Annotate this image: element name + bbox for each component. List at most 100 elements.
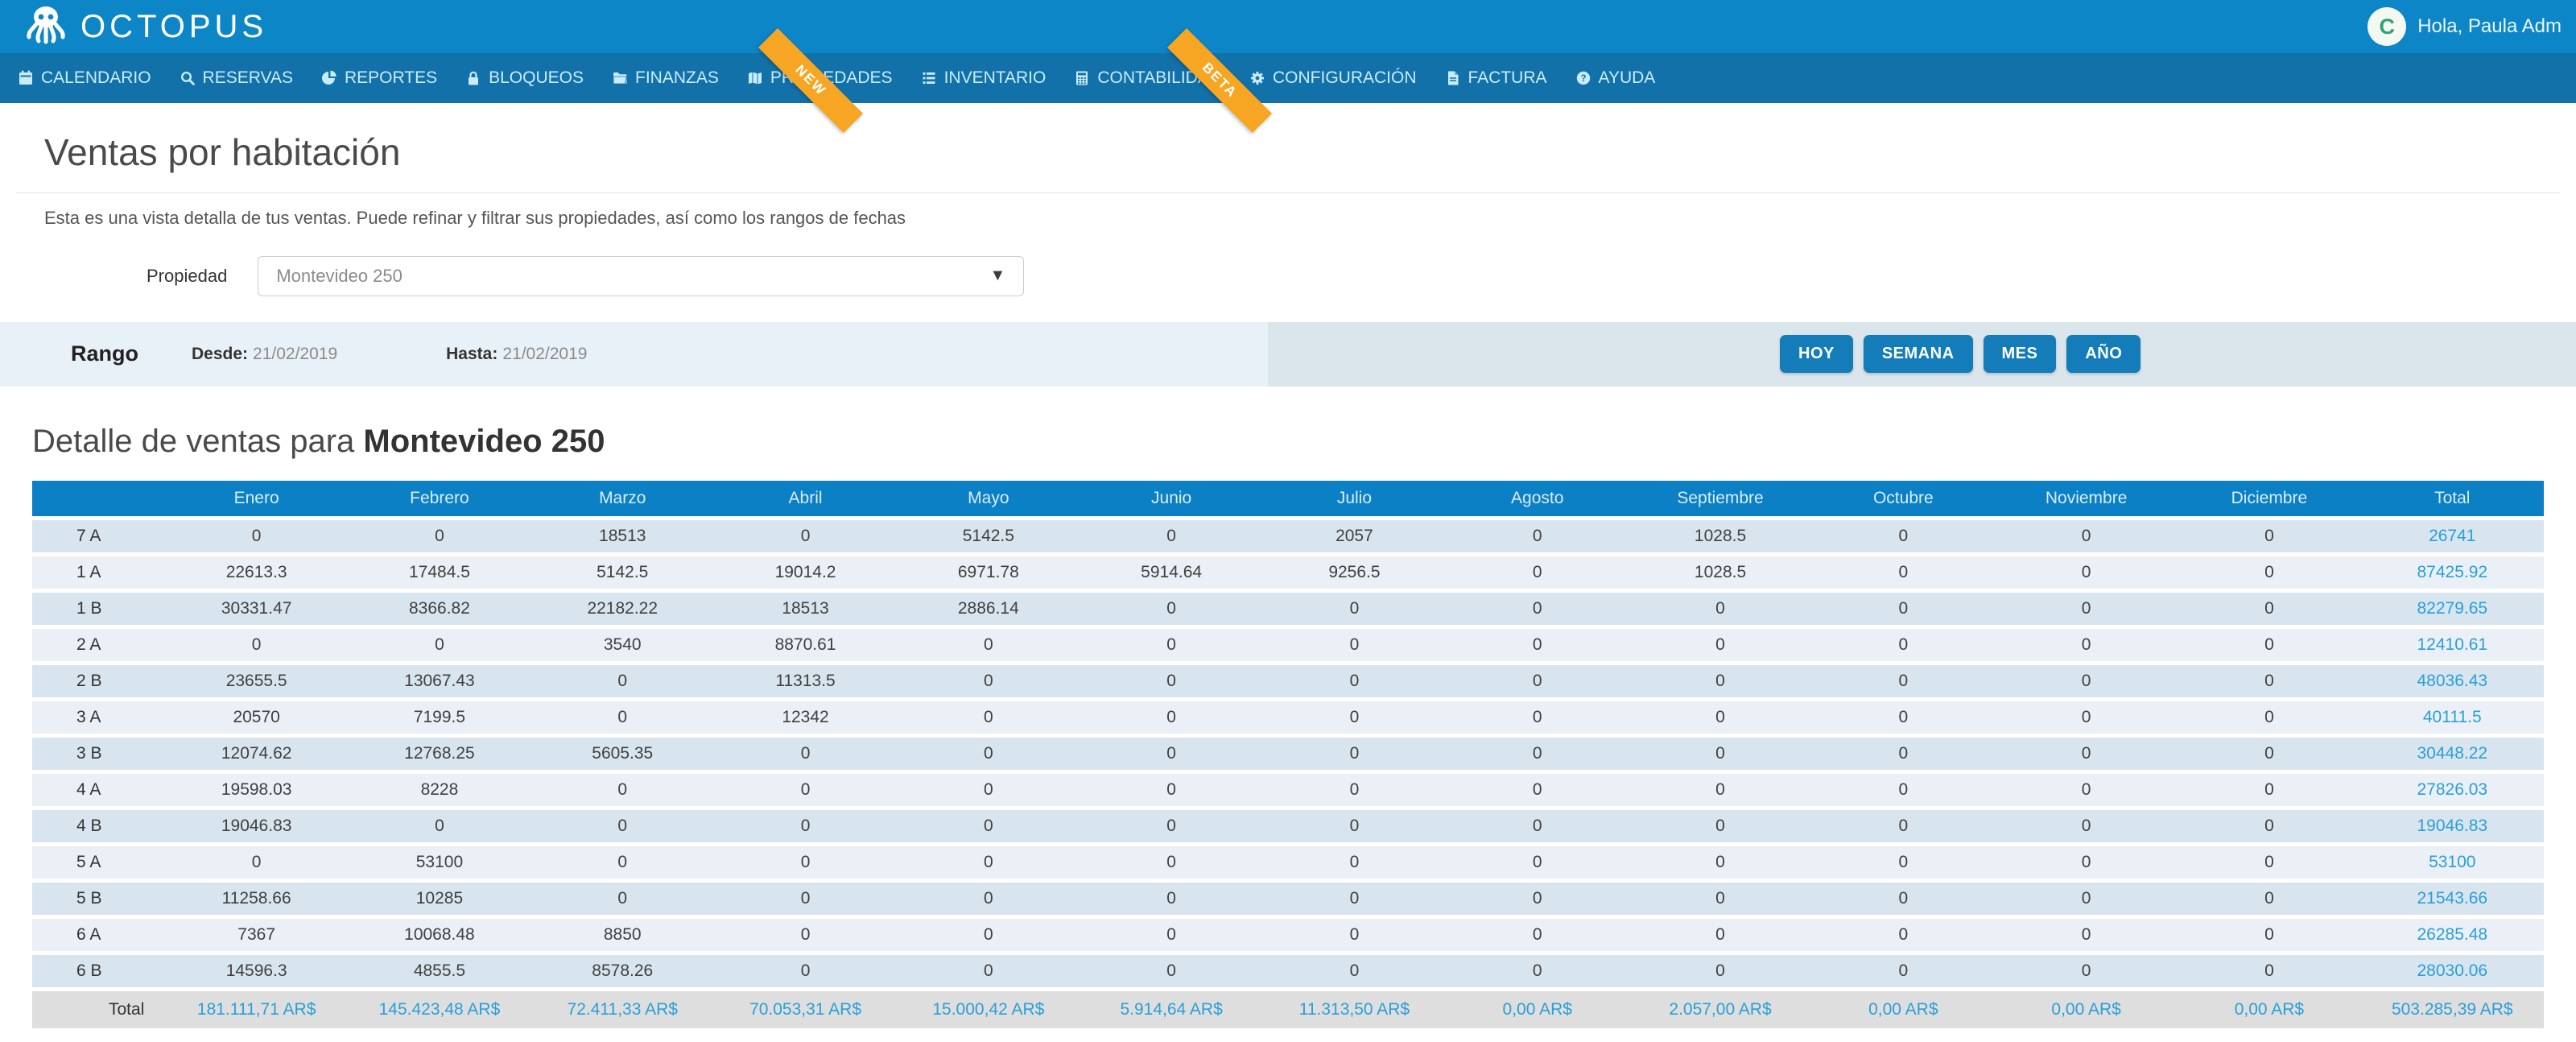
month-value-cell: 0	[1446, 629, 1629, 661]
page-title: Ventas por habitación	[44, 132, 2576, 173]
room-label-cell: 4 B	[32, 810, 165, 842]
month-value-cell: 0	[2178, 593, 2360, 625]
footer-label-cell: Total	[32, 991, 165, 1028]
month-value-cell: 0	[897, 883, 1080, 915]
month-value-cell: 0	[2178, 810, 2360, 842]
range-button-hoy[interactable]: HOY	[1780, 335, 1853, 373]
calendar-icon	[18, 70, 34, 86]
month-value-cell: 19014.2	[714, 556, 897, 589]
octopus-logo-icon	[24, 3, 68, 51]
month-value-cell: 17484.5	[348, 556, 530, 589]
table-row: 6 B14596.34855.58578.2600000000028030.06	[32, 955, 2544, 987]
sales-table-head: EneroFebreroMarzoAbrilMayoJunioJulioAgos…	[32, 481, 2544, 516]
column-header: Agosto	[1446, 481, 1629, 516]
nav-item-calendario[interactable]: CALENDARIO	[18, 68, 151, 88]
footer-value-cell: 5.914,64 AR$	[1080, 991, 1262, 1028]
column-header: Diciembre	[2178, 481, 2360, 516]
month-value-cell: 0	[2178, 701, 2360, 734]
month-value-cell: 0	[1812, 629, 1995, 661]
sales-table: EneroFebreroMarzoAbrilMayoJunioJulioAgos…	[32, 477, 2544, 1032]
title-divider	[16, 192, 2560, 193]
table-row: 3 B12074.6212768.255605.3500000000030448…	[32, 738, 2544, 770]
row-total-cell: 21543.66	[2361, 883, 2544, 915]
nav-item-bloqueos[interactable]: BLOQUEOS	[465, 68, 584, 88]
row-total-cell: 26285.48	[2361, 919, 2544, 951]
table-row: 5 B11258.6610285000000000021543.66	[32, 883, 2544, 915]
document-icon	[1445, 70, 1461, 86]
nav-item-configuracion[interactable]: CONFIGURACIÓN	[1249, 68, 1417, 88]
table-row: 1 B30331.478366.8222182.22185132886.1400…	[32, 593, 2544, 625]
month-value-cell: 0	[2178, 919, 2360, 951]
page-subtitle: Esta es una vista detalla de tus ventas.…	[44, 208, 2576, 229]
month-value-cell: 0	[897, 665, 1080, 697]
month-value-cell: 0	[1995, 955, 2178, 987]
nav-item-contabilidad[interactable]: CONTABILIDAD	[1074, 68, 1221, 88]
nav-item-propiedades[interactable]: PROPIEDADES	[747, 68, 893, 88]
month-value-cell: 0	[897, 955, 1080, 987]
range-button-mes[interactable]: MES	[1984, 335, 2057, 373]
month-value-cell: 19046.83	[165, 810, 348, 842]
month-value-cell: 0	[1080, 810, 1262, 842]
nav-item-reportes[interactable]: REPORTES	[321, 68, 437, 88]
user-avatar[interactable]: C	[2368, 7, 2406, 46]
month-value-cell: 9256.5	[1263, 556, 1446, 589]
room-label-cell: 5 A	[32, 846, 165, 879]
nav-item-inventario[interactable]: INVENTARIO	[921, 68, 1046, 88]
month-value-cell: 2057	[1263, 520, 1446, 552]
column-header: Abril	[714, 481, 897, 516]
range-button-semana[interactable]: SEMANA	[1864, 335, 1973, 373]
month-value-cell: 0	[1812, 919, 1995, 951]
nav-item-finanzas[interactable]: FINANZAS	[612, 68, 719, 88]
main-nav: CALENDARIO RESERVAS REPORTES BLOQUEOS FI…	[0, 53, 2576, 103]
month-value-cell: 0	[1263, 846, 1446, 879]
range-button-ano[interactable]: AÑO	[2066, 335, 2140, 373]
column-header: Julio	[1263, 481, 1446, 516]
range-from-value[interactable]: 21/02/2019	[253, 345, 337, 363]
month-value-cell: 2886.14	[897, 593, 1080, 625]
month-value-cell: 0	[1995, 774, 2178, 806]
nav-label: INVENTARIO	[944, 68, 1046, 88]
month-value-cell: 0	[165, 520, 348, 552]
month-value-cell: 20570	[165, 701, 348, 734]
month-value-cell: 0	[1080, 919, 1262, 951]
nav-label: PROPIEDADES	[770, 68, 893, 88]
month-value-cell: 0	[348, 810, 530, 842]
property-row: Propiedad Montevideo 250 ▼	[0, 256, 2576, 296]
column-header: Noviembre	[1995, 481, 2178, 516]
table-row: 5 A053100000000000053100	[32, 846, 2544, 879]
row-total-cell: 48036.43	[2361, 665, 2544, 697]
room-label-cell: 3 A	[32, 701, 165, 734]
header-row: EneroFebreroMarzoAbrilMayoJunioJulioAgos…	[32, 481, 2544, 516]
month-value-cell: 0	[897, 810, 1080, 842]
footer-value-cell: 0,00 AR$	[1995, 991, 2178, 1028]
month-value-cell: 0	[714, 810, 897, 842]
nav-label: FACTURA	[1468, 68, 1547, 88]
month-value-cell: 0	[897, 919, 1080, 951]
nav-label: BLOQUEOS	[489, 68, 584, 88]
pie-chart-icon	[321, 70, 337, 86]
range-from: Desde:21/02/2019	[192, 345, 337, 364]
month-value-cell: 6971.78	[897, 556, 1080, 589]
month-value-cell: 0	[1080, 629, 1262, 661]
month-value-cell: 0	[1812, 955, 1995, 987]
month-value-cell: 0	[1629, 629, 1811, 661]
property-select[interactable]: Montevideo 250 ▼	[258, 256, 1024, 296]
month-value-cell: 0	[1995, 593, 2178, 625]
month-value-cell: 0	[1080, 846, 1262, 879]
month-value-cell: 0	[714, 520, 897, 552]
brand-logo[interactable]: OCTOPUS	[24, 3, 267, 51]
nav-item-factura[interactable]: FACTURA	[1445, 68, 1547, 88]
month-value-cell: 0	[2178, 665, 2360, 697]
table-row: 2 B23655.513067.43011313.50000000048036.…	[32, 665, 2544, 697]
folder-icon	[612, 70, 628, 86]
range-to-value[interactable]: 21/02/2019	[502, 345, 587, 363]
nav-item-ayuda[interactable]: ? AYUDA	[1575, 68, 1656, 88]
map-icon	[747, 70, 763, 86]
month-value-cell: 0	[2178, 774, 2360, 806]
month-value-cell: 0	[1446, 955, 1629, 987]
user-menu[interactable]: C Hola, Paula Adm	[2368, 7, 2562, 46]
nav-item-reservas[interactable]: RESERVAS	[180, 68, 293, 88]
row-total-cell: 53100	[2361, 846, 2544, 879]
month-value-cell: 0	[1446, 846, 1629, 879]
nav-label: REPORTES	[345, 68, 437, 88]
